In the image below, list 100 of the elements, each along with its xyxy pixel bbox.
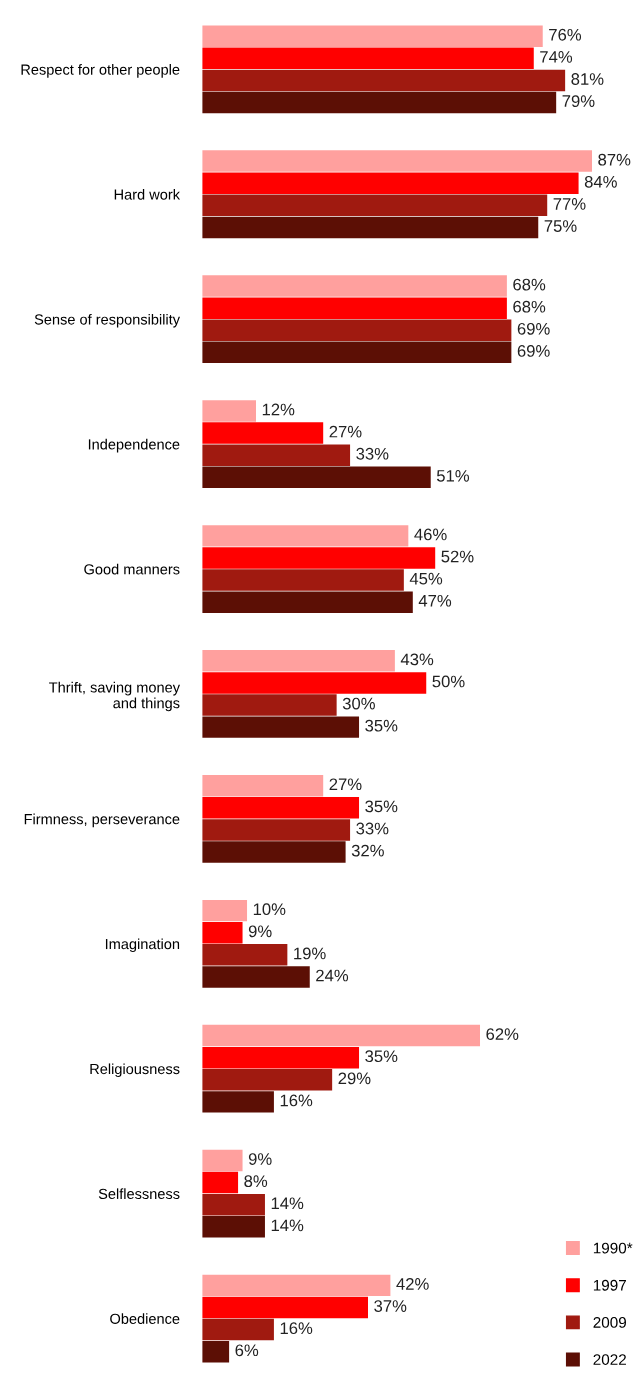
data-label: 52% (441, 550, 474, 563)
bar (202, 1340, 230, 1363)
bar (202, 1091, 274, 1113)
bar (202, 150, 593, 172)
bar (202, 966, 310, 988)
bar (202, 1024, 481, 1047)
legend-label: 1990* (593, 1242, 633, 1254)
y-tick-label: Independence (88, 438, 180, 453)
data-label: 35% (365, 1050, 398, 1063)
bar (202, 216, 539, 239)
data-label: 30% (342, 697, 375, 710)
bar (202, 341, 512, 364)
bar (202, 172, 579, 194)
bar (202, 921, 243, 944)
bar (202, 466, 431, 489)
y-tick-label: Religiousness (90, 1063, 180, 1078)
data-label: 35% (365, 800, 398, 813)
data-label: 9% (248, 1153, 272, 1165)
data-label: 77% (553, 198, 586, 210)
data-label: 47% (418, 594, 452, 607)
data-label: 79% (562, 95, 595, 107)
y-tick-label: Sense of responsibility (34, 313, 180, 328)
data-label: 35% (365, 719, 398, 732)
bar (202, 1069, 333, 1091)
y-tick-label: Good manners (84, 563, 180, 575)
data-label: 45% (409, 572, 443, 585)
bar (202, 25, 543, 47)
y-tick-label: Respect for other people (21, 64, 180, 78)
data-label: 68% (513, 300, 546, 313)
data-label: 84% (584, 175, 617, 188)
data-label: 33% (356, 447, 389, 460)
data-label: 9% (248, 925, 272, 938)
data-label: 29% (338, 1072, 371, 1085)
data-label: 46% (414, 528, 447, 541)
bar (202, 1149, 243, 1172)
data-label: 14% (271, 1219, 304, 1232)
bar (202, 1318, 274, 1341)
data-label: 27% (329, 778, 362, 791)
bar (202, 444, 351, 466)
data-label: 27% (329, 425, 362, 438)
data-label: 19% (294, 947, 326, 960)
bar (202, 650, 395, 672)
data-label: 14% (271, 1197, 304, 1210)
bar (202, 819, 351, 841)
data-label: 10% (253, 903, 286, 916)
data-label: 62% (486, 1028, 519, 1041)
bar (202, 1216, 265, 1238)
data-label: 81% (571, 73, 604, 85)
bar (202, 1274, 391, 1297)
bar (202, 525, 409, 547)
bar (202, 694, 337, 716)
data-label: 37% (374, 1300, 407, 1312)
bar (202, 569, 404, 591)
bar (202, 591, 413, 613)
bar (202, 319, 512, 341)
y-tick-label: Imagination (105, 938, 180, 953)
data-label: 32% (351, 844, 384, 857)
bar (202, 422, 324, 444)
data-label: 12% (262, 403, 295, 416)
y-tick-label: Thrift, saving money and things (49, 681, 180, 712)
data-label: 33% (356, 822, 389, 835)
bar (202, 275, 507, 297)
data-label: 8% (244, 1175, 268, 1188)
legend-label: 1997 (593, 1279, 626, 1291)
data-label: 24% (316, 969, 349, 982)
y-tick-label: Firmness, perseverance (24, 813, 180, 828)
bar (202, 1193, 265, 1216)
data-label: 43% (400, 653, 434, 666)
bar (202, 841, 346, 863)
data-label: 51% (436, 470, 470, 482)
data-label: 68% (513, 278, 546, 291)
bar (202, 774, 324, 797)
bar (202, 400, 256, 422)
data-label: 74% (540, 51, 573, 63)
bar (202, 716, 360, 738)
y-tick-label: Obedience (110, 1313, 180, 1324)
data-label: 16% (280, 1322, 313, 1335)
bar (202, 1171, 239, 1194)
data-label: 50% (432, 675, 465, 688)
bar (202, 91, 557, 114)
data-label: 69% (517, 322, 550, 335)
data-label: 87% (598, 153, 631, 166)
data-label: 6% (235, 1344, 259, 1357)
legend-label: 2022 (593, 1354, 626, 1365)
data-label: 76% (549, 28, 582, 41)
y-tick-label: Hard work (114, 189, 181, 200)
bar (202, 547, 436, 569)
bar (202, 194, 548, 217)
data-label: 16% (280, 1094, 313, 1107)
bar (202, 797, 360, 819)
legend-label: 2009 (593, 1317, 627, 1328)
data-label: 75% (544, 220, 577, 232)
bar (202, 47, 534, 70)
bar (202, 1296, 368, 1319)
data-label: 69% (517, 345, 550, 357)
bar (202, 69, 566, 92)
data-label: 42% (396, 1278, 429, 1290)
y-tick-label: Selflessness (98, 1188, 180, 1200)
bar (202, 899, 248, 922)
bar (202, 1046, 360, 1069)
